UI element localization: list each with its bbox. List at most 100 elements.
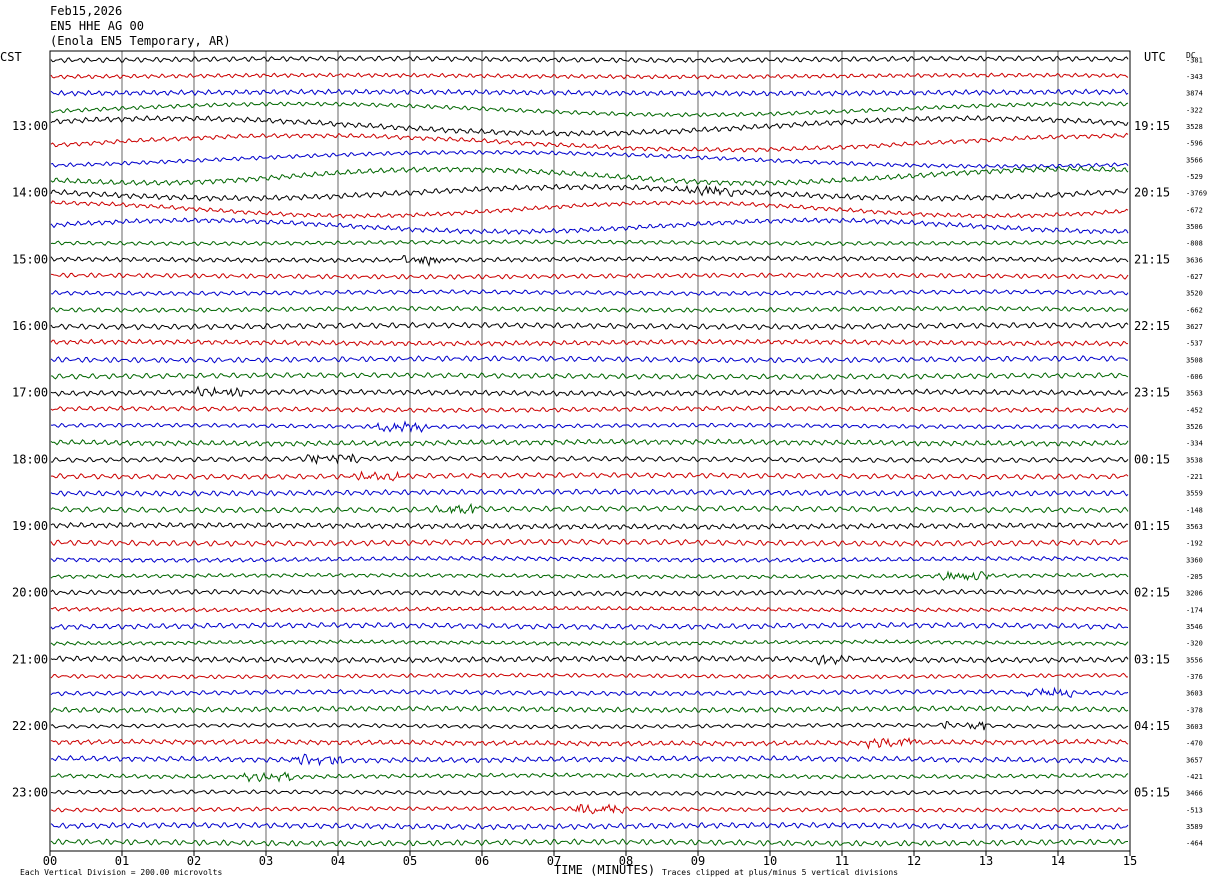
dc-offset-label: -205: [1186, 573, 1203, 581]
dc-offset-label: -343: [1186, 73, 1203, 81]
x-tick-label: 01: [115, 854, 129, 868]
trace-row: [50, 821, 1129, 831]
cst-hour-label: 16:00: [12, 319, 48, 333]
trace-row: [50, 803, 1129, 815]
dc-offset-label: -221: [1186, 473, 1203, 481]
dc-offset-label: -470: [1186, 740, 1203, 748]
trace-row: [50, 488, 1129, 497]
dc-offset-label: -513: [1186, 806, 1203, 814]
trace-row: [50, 101, 1129, 118]
trace-row: [50, 453, 1129, 465]
dc-offset-label: 3874: [1186, 90, 1203, 98]
trace-row: [50, 72, 1129, 80]
seismic-traces: [50, 55, 1129, 848]
trace-row: [50, 355, 1129, 364]
x-tick-label: 00: [43, 854, 57, 868]
trace-row: [50, 470, 1129, 482]
cst-hour-label: 13:00: [12, 119, 48, 133]
dc-offset-label: -606: [1186, 373, 1203, 381]
dc-offset-label: -381: [1186, 56, 1203, 64]
utc-label: UTC: [1144, 50, 1166, 64]
dc-offset-label: 3566: [1186, 156, 1203, 164]
x-tick-label: 13: [979, 854, 993, 868]
trace-row: [50, 255, 1129, 268]
utc-hour-label: 19:15: [1134, 119, 1170, 133]
plot-frame: [49, 50, 1131, 852]
trace-row: [50, 605, 1129, 613]
trace-row: [50, 88, 1129, 97]
cst-label: CST: [0, 50, 22, 64]
grid: [49, 50, 1131, 856]
trace-row: [50, 149, 1129, 169]
dc-offset-label: -808: [1186, 240, 1203, 248]
trace-row: [50, 521, 1129, 530]
trace-row: [50, 217, 1129, 235]
dc-offset-label: -662: [1186, 306, 1203, 314]
cst-hour-label: 17:00: [12, 386, 48, 400]
dc-offset-label: 3526: [1186, 423, 1203, 431]
dc-offset-label: 3206: [1186, 590, 1203, 598]
dc-offset-label: -322: [1186, 106, 1203, 114]
trace-row: [50, 405, 1129, 414]
x-tick-label: 08: [619, 854, 633, 868]
dc-offset-label: -672: [1186, 206, 1203, 214]
dc-offset-label: 3546: [1186, 623, 1203, 631]
dc-offset-label: -464: [1186, 840, 1203, 848]
dc-offset-label: 3563: [1186, 523, 1203, 531]
dc-offset-label: -378: [1186, 706, 1203, 714]
dc-offset-label: 3603: [1186, 723, 1203, 731]
trace-row: [50, 570, 1129, 582]
trace-row: [50, 438, 1129, 447]
trace-row: [50, 621, 1129, 631]
x-tick-label: 03: [259, 854, 273, 868]
dc-label: DC: [1186, 51, 1196, 60]
trace-row: [50, 502, 1129, 515]
channel-name: EN5 HHE AG 00: [50, 19, 144, 33]
utc-hour-label: 04:15: [1134, 719, 1170, 733]
trace-row: [50, 588, 1129, 597]
trace-row: [50, 183, 1129, 202]
utc-hour-label: 00:15: [1134, 452, 1170, 466]
dc-offset-label: -148: [1186, 506, 1203, 514]
dc-offset-label: -529: [1186, 173, 1203, 181]
scale-note: Each Vertical Division = 200.00 microvol…: [20, 868, 222, 877]
dc-offset-label: 3520: [1186, 290, 1203, 298]
dc-offset-label: 3506: [1186, 223, 1203, 231]
cst-hour-label: 22:00: [12, 719, 48, 733]
trace-row: [50, 771, 1129, 783]
dc-offset-label: -452: [1186, 406, 1203, 414]
dc-offset-label: -320: [1186, 640, 1203, 648]
utc-hour-label: 03:15: [1134, 652, 1170, 666]
trace-row: [50, 538, 1129, 548]
utc-hour-label: 01:15: [1134, 519, 1170, 533]
dc-offset-label: 3589: [1186, 823, 1203, 831]
clip-note: Traces clipped at plus/minus 5 vertical …: [662, 868, 898, 877]
trace-row: [50, 705, 1129, 714]
axis-labels: 00 01 02 03 04 05 06 07 08 09 10 11 12 13 14 15 -381 -343…: [12, 56, 1207, 868]
trace-row: [50, 272, 1129, 280]
dc-offset-label: -537: [1186, 340, 1203, 348]
trace-row: [50, 305, 1129, 314]
x-tick-label: 14: [1051, 854, 1065, 868]
trace-row: [50, 672, 1129, 680]
cst-hour-label: 20:00: [12, 586, 48, 600]
trace-row: [50, 385, 1129, 397]
dc-offset-label: -3769: [1186, 190, 1207, 198]
x-tick-label: 02: [187, 854, 201, 868]
trace-row: [50, 338, 1129, 347]
dc-offset-label: 3538: [1186, 456, 1203, 464]
trace-row: [50, 239, 1129, 247]
dc-offset-label: -627: [1186, 273, 1203, 281]
utc-hour-label: 05:15: [1134, 786, 1170, 800]
x-tick-label: 09: [691, 854, 705, 868]
dc-offset-label: 3360: [1186, 556, 1203, 564]
trace-row: [50, 789, 1129, 796]
utc-hour-label: 23:15: [1134, 386, 1170, 400]
cst-hour-label: 21:00: [12, 652, 48, 666]
dc-offset-label: 3556: [1186, 656, 1203, 664]
trace-row: [50, 372, 1129, 381]
trace-row: [50, 289, 1129, 297]
trace-row: [50, 555, 1129, 563]
utc-hour-label: 21:15: [1134, 252, 1170, 266]
